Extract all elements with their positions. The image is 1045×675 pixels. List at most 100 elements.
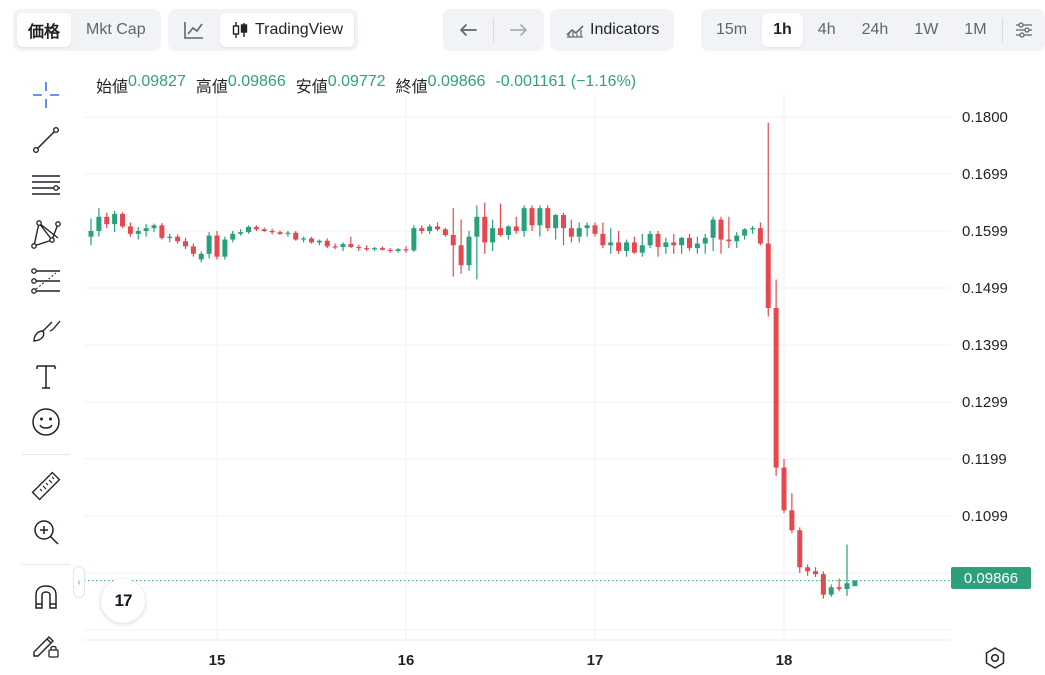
price-tick-label: 0.1299 (962, 394, 1008, 411)
candle-body-down (403, 249, 409, 251)
interval-1w[interactable]: 1W (914, 21, 939, 38)
candle-body-down (183, 241, 188, 247)
brush-tool[interactable] (26, 309, 66, 349)
candle-body-down (513, 226, 519, 231)
candle-body-down (545, 208, 551, 229)
candle-body-down (568, 228, 574, 237)
price-tick-label: 0.1099 (962, 508, 1008, 525)
candle-body-down (253, 227, 259, 230)
indicators-button[interactable]: Indicators (554, 13, 670, 47)
divider (1001, 18, 1003, 42)
collapse-toolbar-button[interactable]: ‹ (73, 566, 85, 598)
price-axis: 0.1800 0.1699 0.1599 0.1499 0.1399 0.1299 0.11… (962, 109, 1016, 582)
low-value: 0.09772 (327, 73, 386, 90)
patterns-tool[interactable] (26, 214, 66, 254)
candle-body-down (261, 229, 267, 231)
open-value: 0.09827 (128, 73, 186, 90)
lock-drawings-tool[interactable] (26, 624, 66, 664)
candle-body-down (765, 243, 771, 308)
candle-body-down (592, 225, 598, 234)
candle-body-up (88, 231, 94, 237)
candle-body-up (608, 242, 614, 246)
candle-body-down (600, 233, 606, 246)
lock-drawing-icon (33, 636, 59, 658)
emoji-tool[interactable] (26, 402, 66, 442)
candlestick-icon (232, 22, 248, 38)
candle-body-up (750, 228, 755, 230)
chart-grid (84, 95, 950, 641)
lines-tool[interactable] (26, 166, 66, 206)
measure-tool[interactable] (26, 466, 66, 506)
tool-divider (22, 564, 70, 565)
price-tick-label: 0.1699 (962, 166, 1008, 183)
undo-button[interactable] (447, 13, 489, 47)
candle-body-down (616, 242, 622, 251)
candle-body-down (332, 246, 338, 248)
fibonacci-tool[interactable] (26, 261, 66, 301)
tradingview-logo[interactable]: 17 (101, 579, 145, 623)
candle-body-down (726, 239, 732, 242)
candle-body-down (813, 571, 818, 575)
candle-body-up (852, 580, 858, 587)
line-chart-button[interactable] (172, 13, 216, 47)
ruler-icon (31, 471, 61, 501)
zoom-in-tool[interactable] (26, 512, 66, 552)
time-tick-label: 17 (587, 652, 604, 669)
candle-body-down (387, 249, 393, 252)
interval-1h[interactable]: 1h (762, 13, 803, 47)
candle-body-up (340, 244, 346, 247)
candle-body-down (324, 240, 330, 247)
candle-body-up (466, 236, 472, 266)
interval-selector: 15m 1h 4h 24h 1W 1M (701, 9, 1045, 51)
horizontal-lines-icon (32, 175, 60, 195)
crosshair-tool[interactable] (26, 75, 66, 115)
candle-body-up (135, 231, 141, 234)
close-label: 終値 (395, 79, 428, 96)
candle-body-up (285, 232, 291, 234)
text-tool[interactable] (26, 356, 66, 396)
interval-1m[interactable]: 1M (964, 21, 987, 38)
fib-icon (31, 268, 60, 294)
tradingview-button[interactable]: TradingView (220, 13, 355, 47)
candle-body-down (561, 215, 566, 229)
candle-body-up (505, 226, 511, 235)
candle-body-up (734, 235, 740, 242)
high-label: 高値 (195, 79, 228, 96)
candle-body-down (348, 244, 354, 247)
time-tick-label: 18 (776, 652, 793, 669)
arrow-right-icon (510, 24, 527, 36)
chart-settings-button[interactable] (1007, 13, 1041, 47)
candle-body-down (104, 216, 110, 225)
price-mode-button[interactable]: 価格 (17, 13, 72, 47)
candle-body-up (624, 242, 629, 251)
candle-body-up (427, 226, 433, 231)
sliders-icon (1015, 22, 1032, 38)
chart-type-toggle: TradingView (168, 9, 359, 51)
candle-body-down (671, 242, 677, 246)
change-value: -0.001161 (−1.16%) (495, 73, 637, 90)
tradingview-label: TradingView (255, 21, 344, 38)
text-icon (36, 365, 56, 389)
candle-body-up (167, 236, 173, 238)
candle-body-up (742, 229, 748, 236)
candle-body-up (230, 233, 236, 240)
interval-24h[interactable]: 24h (861, 21, 889, 38)
chart-toolbar: 価格 Mkt Cap TradingView Indicators 15m 1h… (0, 0, 1045, 62)
redo-button[interactable] (498, 13, 540, 47)
candle-body-down (805, 567, 811, 572)
candle-body-up (584, 225, 590, 229)
drawing-toolbar (0, 62, 84, 675)
candle-body-up (694, 243, 700, 249)
candle-body-down (277, 232, 283, 234)
trend-line-tool[interactable] (26, 120, 66, 160)
axis-settings-icon[interactable] (983, 646, 1007, 670)
interval-4h[interactable]: 4h (817, 21, 836, 38)
interval-15m[interactable]: 15m (716, 21, 748, 38)
candle-body-up (647, 233, 653, 246)
magnet-tool[interactable] (26, 577, 66, 617)
candle-body-up (537, 208, 543, 226)
high-value: 0.09866 (227, 73, 286, 90)
candle-body-up (238, 232, 244, 234)
mktcap-mode-button[interactable]: Mkt Cap (86, 21, 146, 38)
